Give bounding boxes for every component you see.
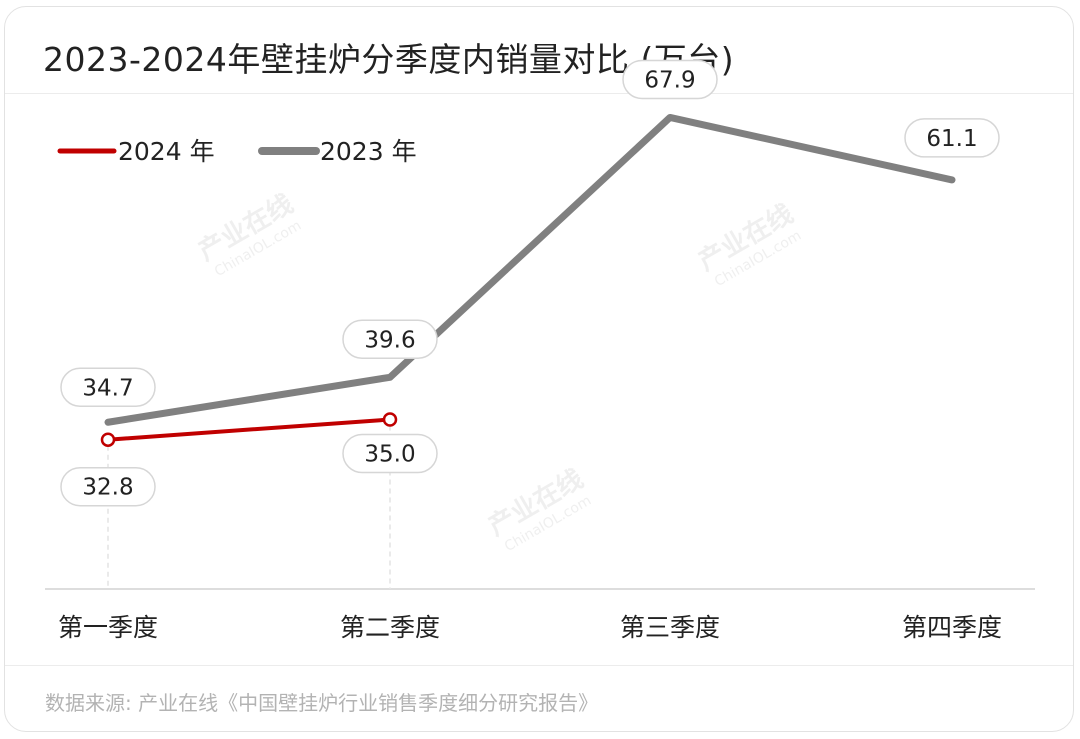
series-2024-point-2 (382, 412, 398, 427)
x-tick-label-3: 第三季度 (620, 613, 720, 642)
data-label-2024-q1-bubble (60, 466, 156, 507)
data-label-2023-q2: 39.6 (364, 327, 415, 353)
data-label-2023-q1: 34.7 (82, 375, 133, 401)
data-source: 数据来源: 产业在线《中国壁挂炉行业销售季度细分研究报告》 (45, 691, 599, 715)
data-label-2024-q2: 35.0 (364, 442, 415, 468)
data-label-2023-q3-bubble (622, 59, 718, 100)
data-label-2024-q2-bubble (342, 433, 438, 474)
series-2024-point-1 (100, 432, 116, 447)
title-divider (5, 93, 1073, 94)
x-tick-label-4: 第四季度 (902, 613, 1002, 642)
data-label-2023-q4: 61.1 (926, 126, 977, 152)
x-tick-label-2: 第二季度 (340, 613, 440, 642)
data-label-2024-q1: 32.8 (82, 475, 133, 501)
chart-title: 2023-2024年壁挂炉分季度内销量对比 (万台) (43, 40, 735, 79)
series-2023-line (104, 113, 956, 426)
data-label-2023-q3: 67.9 (644, 67, 695, 93)
data-label-2023-q4-bubble (904, 118, 1000, 158)
series-2024-line (106, 417, 392, 442)
footer-divider (5, 665, 1073, 666)
data-label-2023-q1-bubble (60, 367, 156, 408)
data-label-2023-q2-bubble (342, 319, 438, 360)
legend-label-2023: 2023 年 (320, 137, 417, 166)
chart-card: 2023-2024年壁挂炉分季度内销量对比 (万台) 数据来源: 产业在线《中国… (4, 6, 1074, 732)
x-tick-label-1: 第一季度 (58, 613, 158, 642)
legend-label-2024: 2024 年 (118, 137, 215, 166)
